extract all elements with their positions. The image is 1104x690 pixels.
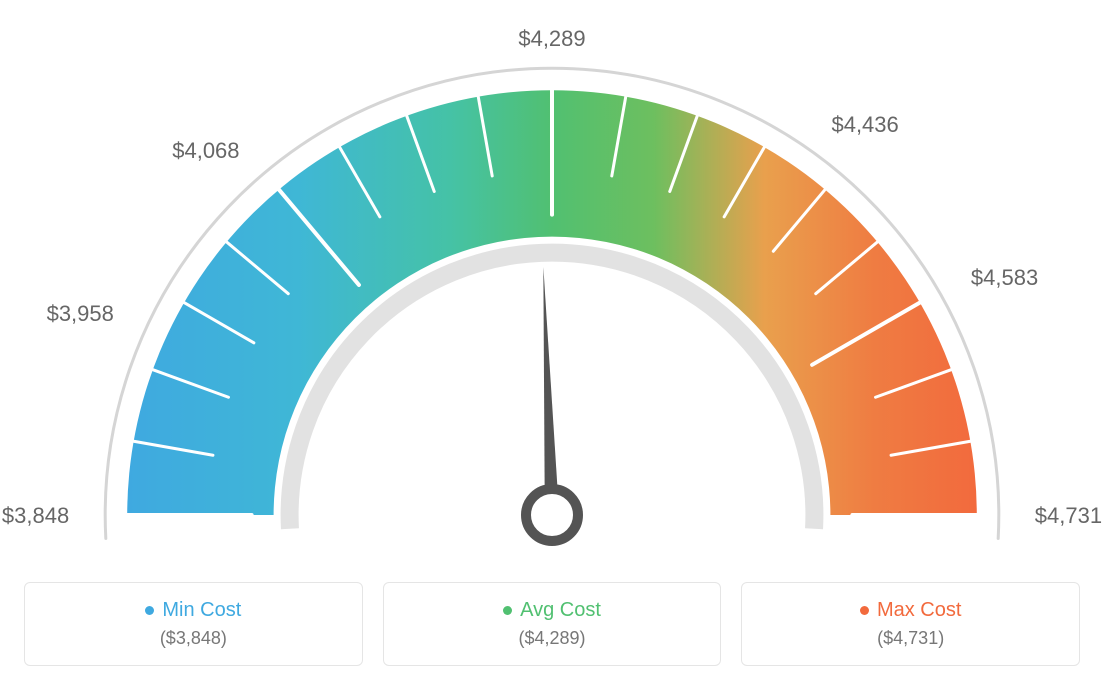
chart-container: $3,848 $3,958 $4,068 $4,289 $4,436 $4,583 $4,7… [0,0,1104,690]
legend-value-avg: ($4,289) [518,628,585,649]
dot-icon [503,606,512,615]
gauge-tick-label: $4,583 [971,265,1038,291]
gauge-tick-label: $3,848 [2,503,69,529]
legend-title-max: Max Cost [860,599,961,622]
legend-title-min: Min Cost [145,599,241,622]
legend-title-text: Min Cost [162,599,241,622]
legend-card-min: Min Cost ($3,848) [24,582,363,666]
legend-card-avg: Avg Cost ($4,289) [383,582,722,666]
legend-row: Min Cost ($3,848) Avg Cost ($4,289) Max … [24,582,1080,666]
dot-icon [860,606,869,615]
legend-card-max: Max Cost ($4,731) [741,582,1080,666]
legend-title-text: Avg Cost [520,599,601,622]
legend-value-max: ($4,731) [877,628,944,649]
gauge-tick-label: $4,289 [512,26,592,52]
gauge-tick-label: $4,731 [1035,503,1102,529]
gauge-tick-label: $4,436 [831,112,898,138]
gauge-svg [32,0,1072,555]
dot-icon [145,606,154,615]
legend-title-avg: Avg Cost [503,599,601,622]
gauge-area: $3,848 $3,958 $4,068 $4,289 $4,436 $4,583 $4,7… [0,0,1104,555]
gauge-tick-label: $3,958 [47,301,114,327]
legend-value-min: ($3,848) [160,628,227,649]
legend-title-text: Max Cost [877,599,961,622]
gauge-tick-label: $4,068 [172,138,239,164]
